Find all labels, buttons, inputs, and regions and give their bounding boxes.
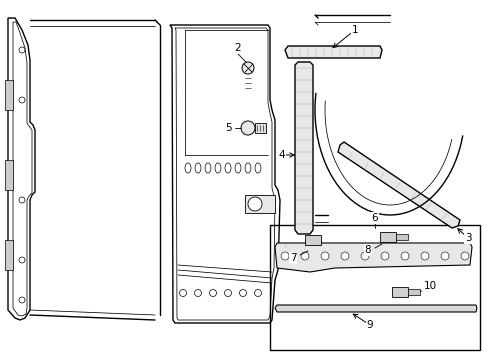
Circle shape: [360, 252, 368, 260]
Circle shape: [320, 252, 328, 260]
Circle shape: [242, 62, 253, 74]
Text: 2: 2: [234, 43, 241, 53]
Circle shape: [301, 252, 308, 260]
Circle shape: [209, 289, 216, 297]
Circle shape: [281, 252, 288, 260]
Circle shape: [239, 289, 246, 297]
Circle shape: [19, 97, 25, 103]
Circle shape: [194, 289, 201, 297]
Circle shape: [400, 252, 408, 260]
Circle shape: [420, 252, 428, 260]
Polygon shape: [305, 235, 320, 245]
Circle shape: [179, 289, 186, 297]
Bar: [5, 80, 13, 110]
Bar: [244, 195, 274, 213]
Text: 1: 1: [351, 25, 358, 35]
Text: 10: 10: [423, 281, 436, 291]
Circle shape: [440, 252, 448, 260]
Polygon shape: [274, 243, 471, 272]
Polygon shape: [391, 287, 407, 297]
Polygon shape: [379, 232, 395, 242]
Text: 7: 7: [289, 253, 296, 263]
Polygon shape: [254, 123, 265, 133]
Text: 8: 8: [364, 245, 370, 255]
Circle shape: [340, 252, 348, 260]
Bar: [5, 160, 13, 190]
Text: 9: 9: [366, 320, 372, 330]
Circle shape: [247, 197, 262, 211]
Polygon shape: [294, 62, 312, 234]
Polygon shape: [407, 289, 419, 295]
Circle shape: [380, 252, 388, 260]
Polygon shape: [285, 46, 381, 58]
Circle shape: [19, 47, 25, 53]
Circle shape: [254, 289, 261, 297]
Bar: [5, 240, 13, 270]
Circle shape: [241, 121, 254, 135]
Polygon shape: [274, 305, 476, 312]
Polygon shape: [337, 142, 459, 228]
Circle shape: [460, 252, 468, 260]
Text: 6: 6: [371, 213, 378, 223]
Text: 3: 3: [464, 233, 470, 243]
Circle shape: [19, 197, 25, 203]
Circle shape: [19, 297, 25, 303]
Text: 5: 5: [224, 123, 231, 133]
Text: 4: 4: [278, 150, 285, 160]
Circle shape: [19, 257, 25, 263]
Circle shape: [224, 289, 231, 297]
Polygon shape: [395, 234, 407, 240]
Bar: [269, 225, 479, 350]
